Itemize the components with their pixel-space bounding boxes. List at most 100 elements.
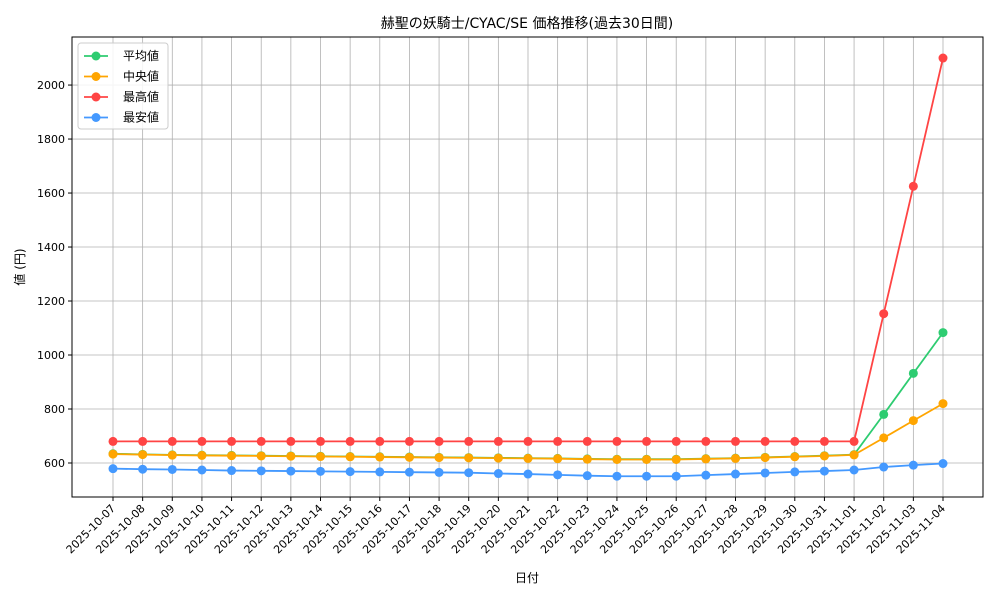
legend-label: 平均値	[123, 48, 159, 63]
data-point	[256, 466, 266, 476]
data-point	[760, 468, 770, 478]
data-point	[197, 465, 207, 475]
data-point	[256, 436, 266, 446]
data-point	[760, 453, 770, 463]
y-tick-label: 600	[44, 457, 65, 470]
data-point	[731, 436, 740, 446]
data-point	[167, 450, 177, 460]
data-point	[582, 454, 592, 464]
data-point	[642, 454, 652, 464]
data-point	[464, 436, 474, 446]
data-point	[938, 53, 948, 63]
data-point	[879, 462, 889, 472]
data-point	[819, 466, 829, 476]
data-point	[879, 433, 889, 443]
data-point	[375, 452, 385, 462]
legend-label: 中央値	[123, 69, 159, 84]
data-point	[197, 450, 207, 460]
data-point	[701, 470, 711, 480]
data-point	[612, 454, 622, 464]
chart-title: 赫聖の妖騎士/CYAC/SE 価格推移(過去30日間)	[381, 16, 673, 32]
data-point	[138, 436, 148, 446]
data-point	[671, 436, 681, 446]
data-point	[908, 368, 918, 378]
y-tick-label: 1800	[37, 133, 65, 146]
series-中央値	[108, 399, 948, 464]
data-point	[849, 465, 859, 475]
data-point	[849, 450, 859, 460]
series-最高値	[108, 53, 948, 446]
data-point	[464, 453, 474, 463]
data-point	[642, 471, 652, 481]
y-tick-label: 1200	[37, 295, 65, 308]
data-point	[138, 450, 148, 460]
data-point	[582, 436, 592, 446]
data-point	[642, 436, 652, 446]
data-point	[227, 436, 237, 446]
data-point	[938, 328, 948, 338]
y-axis-label: 値 (円)	[12, 248, 27, 285]
legend-marker	[91, 72, 101, 81]
data-point	[227, 451, 237, 461]
data-point	[345, 467, 355, 477]
data-point	[938, 399, 948, 409]
data-point	[612, 436, 622, 446]
data-point	[493, 453, 503, 463]
data-point	[345, 436, 355, 446]
data-point	[790, 467, 800, 477]
data-point	[523, 469, 533, 479]
series-group	[108, 53, 948, 481]
data-point	[493, 469, 503, 479]
y-tick-label: 1000	[37, 349, 65, 362]
data-point	[108, 449, 118, 459]
data-point	[375, 436, 385, 446]
data-point	[731, 469, 740, 479]
data-point	[553, 470, 563, 480]
data-point	[108, 464, 118, 474]
legend-marker	[91, 113, 101, 122]
data-point	[167, 464, 177, 474]
data-point	[671, 471, 681, 481]
series-最安値	[108, 459, 948, 481]
plot-frame	[71, 36, 984, 498]
data-point	[197, 436, 207, 446]
data-point	[701, 454, 711, 464]
y-tick-label: 800	[44, 403, 65, 416]
data-point	[849, 436, 859, 446]
data-point	[553, 454, 563, 464]
data-point	[790, 452, 800, 462]
data-point	[404, 452, 414, 462]
data-point	[523, 436, 533, 446]
legend-marker	[91, 51, 101, 61]
data-point	[731, 453, 740, 463]
data-point	[819, 436, 829, 446]
data-point	[464, 468, 474, 478]
data-point	[404, 436, 414, 446]
data-point	[671, 454, 681, 464]
data-point	[434, 453, 444, 463]
data-point	[879, 309, 889, 319]
data-point	[790, 436, 800, 446]
data-point	[227, 466, 237, 476]
data-point	[582, 471, 592, 481]
data-point	[345, 452, 355, 462]
data-point	[316, 452, 325, 462]
data-point	[908, 460, 918, 470]
y-tick-label: 2000	[37, 79, 65, 92]
x-axis-label: 日付	[515, 571, 539, 585]
data-point	[167, 436, 177, 446]
legend-label: 最安値	[123, 110, 159, 125]
legend-marker	[91, 92, 101, 102]
data-point	[404, 467, 414, 477]
data-point	[138, 464, 148, 474]
data-point	[375, 467, 385, 477]
data-point	[908, 416, 918, 426]
data-point	[286, 466, 296, 476]
data-point	[553, 436, 563, 446]
legend-label: 最高値	[123, 89, 159, 104]
data-point	[938, 459, 948, 469]
data-point	[760, 436, 770, 446]
data-point	[256, 451, 266, 461]
